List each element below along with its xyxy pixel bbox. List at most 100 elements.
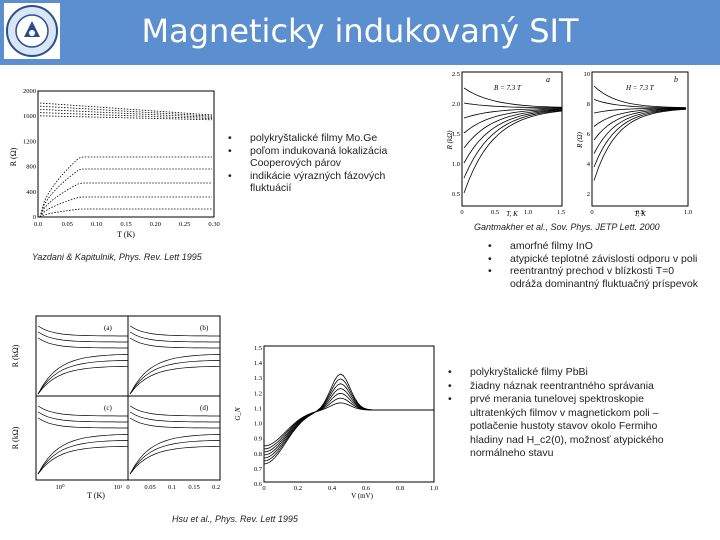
tr-a-xlabel: T, K (506, 210, 518, 218)
data-series-line (129, 411, 220, 423)
figure-gantmakher-resistance: 2.5 2.0 1.5 1.0 0.5 10 8 6 4 2 0 0.5 1.0 1.5 0 0.5 1.… (446, 68, 692, 218)
y-tick-label: 2.0 (452, 101, 460, 108)
y-tick-label: 400 (26, 189, 36, 196)
x-tick-label: 0.5 (491, 209, 499, 216)
data-series-line (39, 115, 213, 121)
y-tick-label: 6 (587, 131, 591, 138)
x-tick-label: 10⁰ (55, 483, 65, 491)
bl-panel-b: (b) (200, 324, 209, 332)
data-series-line (129, 331, 220, 343)
y-tick-label: 10 (584, 71, 591, 78)
bullet-item: amorfné filmy InO (488, 240, 700, 253)
figure-hsu-resistance-panels: (a) (b) (c) (d) R (kΩ) R (kΩ) 10⁰ 10¹ 0 0.0… (10, 312, 226, 500)
data-series-line (129, 405, 220, 417)
data-series-line (129, 354, 221, 395)
y-tick-label: 1200 (23, 138, 36, 145)
data-series-line (39, 102, 213, 116)
data-series-line (37, 325, 128, 337)
data-series-line (39, 109, 213, 118)
data-series-line (463, 87, 563, 108)
y-tick-label: 2.5 (452, 71, 460, 78)
bullet-item: poľom indukovaná lokalizácia Cooperových… (228, 145, 408, 170)
data-series-line (593, 108, 687, 181)
figure-yazdani-resistance: 2000 1600 1200 800 400 0 0.0 0.05 0.10 0.15 0.20 0… (10, 85, 220, 240)
x-tick-label: 0 (460, 209, 463, 216)
data-series-line (593, 107, 686, 114)
data-series-line (263, 402, 434, 447)
x-tick-label: 1.0 (430, 485, 438, 492)
tr-b-field: H = 7.3 T (625, 84, 655, 92)
data-series-line (463, 109, 563, 164)
bl-panel-a: (a) (104, 324, 112, 332)
x-tick-label: 0.15 (120, 221, 131, 228)
y-tick-label: 0 (33, 214, 36, 221)
y-tick-label: 1.0 (254, 421, 262, 428)
data-series-line (463, 110, 563, 194)
bullets-bottom: polykryštalické filmy PbBi žiadny náznak… (448, 366, 678, 461)
x-tick-label: 0.1 (168, 484, 176, 491)
bc-ylabel: G_N (234, 407, 242, 421)
data-series-line (39, 196, 212, 218)
x-tick-label: 0.0 (34, 221, 42, 228)
data-series-line (129, 445, 221, 475)
bullet-item: polykryštalické filmy PbBi (448, 366, 678, 380)
data-series-line (129, 365, 221, 395)
data-series-line (39, 156, 212, 218)
y-tick-label: 1600 (23, 113, 36, 120)
y-tick-label: 2 (587, 191, 590, 198)
y-tick-label: 1.5 (254, 345, 262, 352)
x-tick-label: 0.15 (188, 484, 199, 491)
data-series-line (37, 417, 128, 429)
data-series-line (37, 360, 129, 395)
data-series-line (37, 445, 129, 475)
x-tick-label: 0.05 (144, 484, 155, 491)
y-tick-label: 1.2 (254, 390, 262, 397)
x-tick-label: 0.8 (396, 485, 404, 492)
x-tick-label: 0.5 (636, 209, 644, 216)
y-tick-label: 0.9 (254, 436, 262, 443)
data-series-line (263, 397, 434, 450)
data-series-line (37, 337, 128, 349)
y-tick-label: 1.4 (254, 360, 263, 367)
data-series-line (39, 208, 212, 218)
x-tick-label: 10¹ (114, 484, 123, 491)
x-tick-label: 0.20 (150, 221, 161, 228)
x-tick-label: 0 (590, 209, 593, 216)
data-series-line (129, 417, 220, 429)
data-series-line (37, 405, 128, 417)
data-series-line (37, 411, 128, 423)
x-tick-label: 0.2 (212, 484, 220, 491)
bl-panel-d: (d) (200, 404, 209, 412)
x-tick-label: 0 (262, 485, 265, 492)
data-series-line (463, 108, 562, 119)
bullet-item: atypické teplotné závislosti odporu v po… (488, 253, 700, 266)
x-tick-label: 0.6 (362, 485, 371, 492)
tr-b-xlabel: T, K (634, 210, 646, 218)
x-tick-label: 1.5 (557, 209, 565, 216)
bullet-item: reentrantný prechod v blízkosti T=0 odrá… (488, 265, 700, 290)
tr-a-ylabel: R (kΩ) (446, 130, 454, 151)
data-series-line (129, 440, 221, 475)
x-tick-label: 0.25 (179, 221, 190, 228)
x-tick-label: 0.05 (62, 221, 73, 228)
data-series-line (129, 360, 221, 395)
y-tick-label: 8 (587, 101, 590, 108)
y-tick-label: 800 (26, 164, 36, 171)
tl-ylabel: R (Ω) (10, 147, 18, 166)
data-series-line (129, 337, 220, 349)
tr-b-label: b (674, 75, 678, 84)
caption-yazdani: Yazdani & Kapitulnik, Phys. Rev. Lett 19… (32, 252, 202, 262)
x-tick-label: 0.4 (328, 485, 337, 492)
tr-b-ylabel: R (Ω) (576, 131, 584, 148)
data-series-line (593, 107, 687, 127)
data-series-line (129, 325, 220, 337)
y-tick-label: 1.1 (254, 405, 262, 412)
data-series-line (593, 99, 686, 109)
x-tick-label: 1.0 (684, 209, 692, 216)
bullets-top-left: polykryštalické filmy Mo.Ge poľom induko… (228, 132, 408, 195)
data-series-line (37, 440, 129, 475)
data-series-line (39, 105, 213, 117)
data-series-line (593, 108, 687, 141)
bc-xlabel: V (mV) (351, 492, 374, 500)
y-tick-label: 1.5 (452, 131, 460, 138)
